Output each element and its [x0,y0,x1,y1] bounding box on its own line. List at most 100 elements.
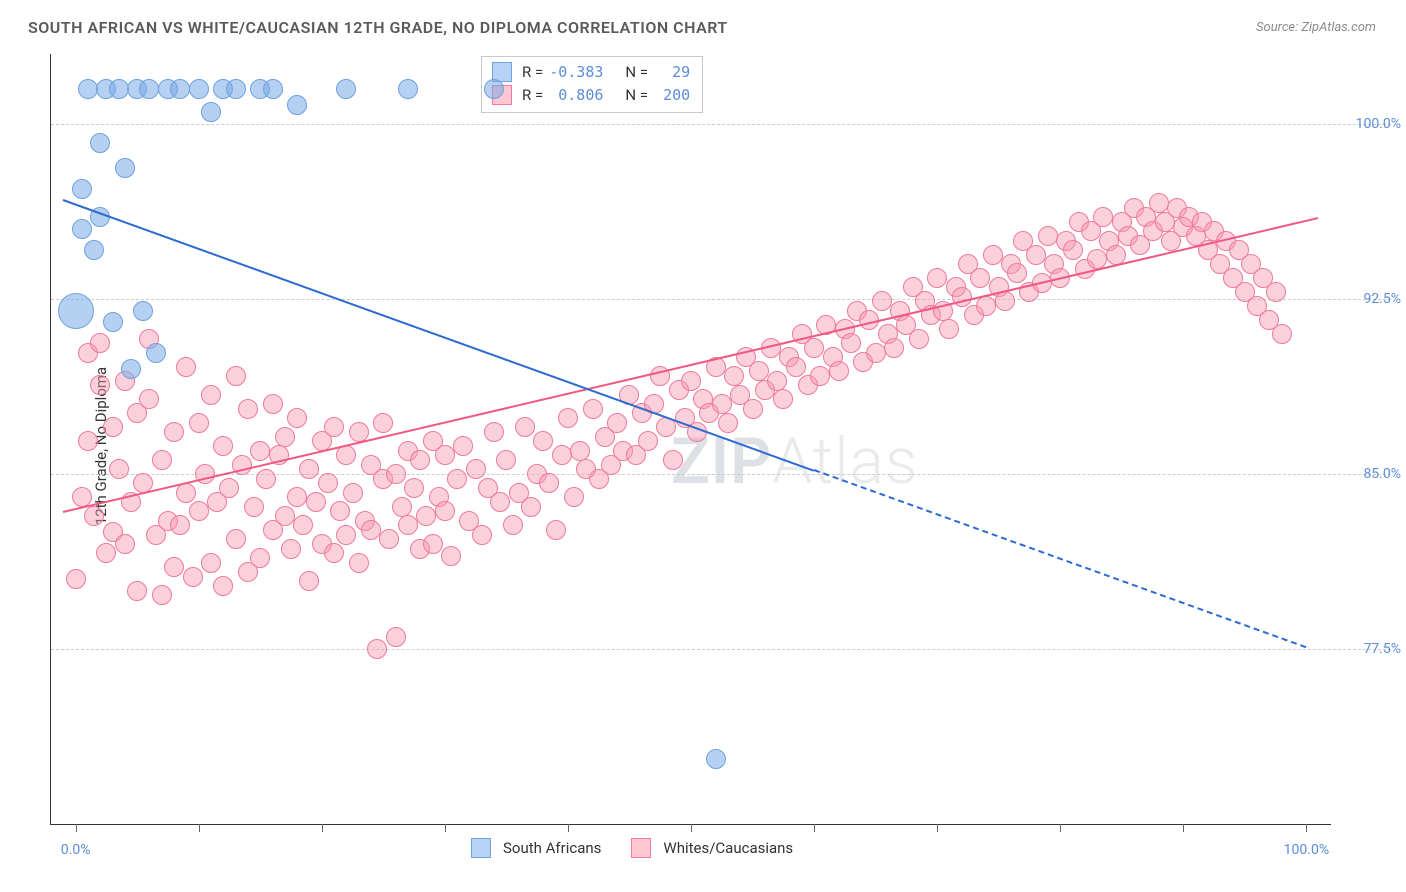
blue-point [78,79,98,99]
pink-point [201,553,221,573]
pink-point [373,413,393,433]
pink-point [909,329,929,349]
pink-point [176,357,196,377]
pink-point [546,520,566,540]
pink-point [299,571,319,591]
pink-point [441,546,461,566]
n-value: 29 [654,61,690,84]
blue-regression-extrapolation [814,469,1307,648]
x-tick [1183,824,1184,832]
gridline [51,649,1391,650]
correlation-legend: R =-0.383N = 29R = 0.806N = 200 [481,56,703,113]
pink-point [84,506,104,526]
legend-swatch [631,838,651,858]
pink-point [336,445,356,465]
x-tick [814,824,815,832]
pink-point [109,459,129,479]
pink-point [244,497,264,517]
pink-point [663,450,683,470]
gridline [51,124,1391,125]
pink-point [829,361,849,381]
pink-point [318,473,338,493]
pink-point [1038,226,1058,246]
x-tick [568,824,569,832]
pink-point [349,553,369,573]
pink-point [558,408,578,428]
x-tick [937,824,938,832]
pink-point [330,501,350,521]
pink-point [490,492,510,512]
pink-point [466,459,486,479]
pink-point [386,627,406,647]
pink-point [484,422,504,442]
x-tick [1306,824,1307,832]
pink-point [386,464,406,484]
pink-point [681,371,701,391]
pink-point [115,534,135,554]
pink-point [336,525,356,545]
blue-point [287,95,307,115]
pink-point [970,268,990,288]
x-tick [445,824,446,832]
pink-point [472,525,492,545]
gridline [51,299,1391,300]
pink-point [219,478,239,498]
pink-point [96,543,116,563]
pink-point [90,333,110,353]
legend-stats-row: R =-0.383N = 29 [492,61,690,84]
pink-point [306,492,326,512]
pink-point [416,506,436,526]
pink-point [841,333,861,353]
pink-point [275,427,295,447]
blue-point [133,301,153,321]
x-tick-label: 0.0% [61,842,91,858]
x-tick-label: 100.0% [1284,842,1329,858]
pink-point [299,459,319,479]
blue-point [146,343,166,363]
pink-point [392,497,412,517]
blue-point [72,219,92,239]
pink-point [749,361,769,381]
pink-point [786,357,806,377]
blue-point [189,79,209,99]
pink-point [743,399,763,419]
watermark: ZIPAtlas [671,424,918,499]
y-tick-label: 100.0% [1356,116,1401,132]
pink-point [435,445,455,465]
pink-point [564,487,584,507]
pink-point [410,450,430,470]
pink-point [533,431,553,451]
pink-point [1026,245,1046,265]
pink-point [884,338,904,358]
blue-point [115,158,135,178]
series-legend: South Africans Whites/Caucasians [471,838,793,858]
pink-point [152,585,172,605]
pink-point [139,389,159,409]
blue-point [706,749,726,769]
pink-point [995,291,1015,311]
pink-point [872,291,892,311]
pink-point [1266,282,1286,302]
pink-point [1007,263,1027,283]
pink-point [447,469,467,489]
legend-item: South Africans [471,838,601,858]
pink-point [983,245,1003,265]
pink-point [804,338,824,358]
pink-point [256,469,276,489]
pink-point [287,408,307,428]
pink-point [607,413,627,433]
pink-point [238,399,258,419]
blue-point [109,79,129,99]
pink-point [1149,193,1169,213]
pink-point [423,534,443,554]
pink-point [213,576,233,596]
blue-point [263,79,283,99]
n-value: 200 [654,84,690,107]
blue-point [139,79,159,99]
pink-point [379,529,399,549]
pink-point [78,431,98,451]
pink-point [453,436,473,456]
pink-point [570,441,590,461]
legend-item: Whites/Caucasians [631,838,793,858]
pink-point [583,399,603,419]
